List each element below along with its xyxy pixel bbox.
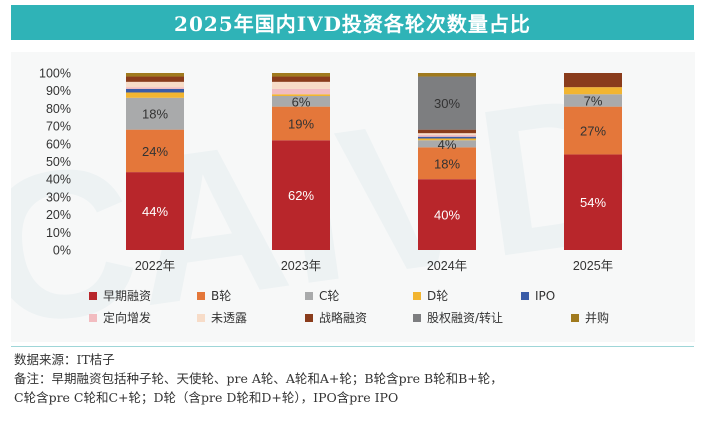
- legend-label: B轮: [211, 289, 231, 303]
- bar-segment: [418, 129, 476, 134]
- data-label: 44%: [142, 204, 168, 219]
- legend-item: IPO: [521, 289, 555, 303]
- bar-segment: [272, 88, 330, 95]
- bar-segment: [418, 134, 476, 137]
- legend-swatch: [89, 314, 97, 322]
- y-tick-label: 10%: [46, 226, 71, 240]
- legend-item: 并购: [571, 310, 609, 325]
- note-line-2: C轮含pre C轮和C+轮；D轮（含pre D轮和D+轮），IPO含pre IP…: [14, 390, 399, 405]
- bar-segment: [126, 92, 184, 98]
- data-label: 27%: [580, 124, 606, 139]
- bar-segment: [126, 87, 184, 89]
- legend-swatch: [197, 292, 205, 300]
- x-tick-label: 2023年: [281, 259, 321, 273]
- legend-label: 股权融资/转让: [427, 310, 503, 325]
- y-tick-label: 70%: [46, 120, 71, 134]
- legend-item: C轮: [305, 289, 339, 303]
- bar-segment: [418, 147, 476, 180]
- bar-segment: [272, 96, 330, 107]
- legend-item: B轮: [197, 289, 231, 303]
- x-tick-label: 2024年: [427, 259, 467, 273]
- legend-swatch: [89, 292, 97, 300]
- bar-segment: [272, 106, 330, 141]
- bar-segment: [272, 73, 330, 77]
- legend-swatch: [305, 292, 313, 300]
- data-label: 4%: [438, 137, 457, 152]
- legend-label: 早期融资: [103, 289, 151, 303]
- bar-segment: [564, 94, 622, 107]
- legend-swatch: [197, 314, 205, 322]
- chart-area: CAIVD 0%10%20%30%40%50%60%70%80%90%100%2…: [11, 52, 695, 342]
- legend-item: 战略融资: [305, 310, 367, 325]
- bar-segment: [564, 106, 622, 155]
- bar-segment: [126, 172, 184, 250]
- legend-item: 未透露: [197, 311, 247, 325]
- bar-segment: [272, 140, 330, 250]
- data-label: 40%: [434, 208, 460, 223]
- bar-segment: [418, 73, 476, 77]
- bar-segment: [126, 88, 184, 93]
- bar-segment: [418, 138, 476, 141]
- y-tick-label: 80%: [46, 102, 71, 116]
- data-label: 18%: [434, 156, 460, 171]
- y-tick-label: 90%: [46, 84, 71, 98]
- data-label: 24%: [142, 144, 168, 159]
- bar-segment: [418, 179, 476, 250]
- legend-item: 定向增发: [89, 310, 151, 325]
- bar-segment: [126, 76, 184, 82]
- data-label: 19%: [288, 116, 314, 131]
- bar-segment: [418, 133, 476, 135]
- bar-segment: [126, 97, 184, 130]
- legend-label: IPO: [535, 289, 555, 303]
- bar-segment: [418, 140, 476, 148]
- bar-segment: [272, 94, 330, 97]
- x-tick-label: 2022年: [135, 259, 175, 273]
- bar-segment: [126, 129, 184, 173]
- y-tick-label: 30%: [46, 190, 71, 204]
- bar-segment: [126, 73, 184, 77]
- y-tick-label: 0%: [53, 244, 71, 258]
- data-label: 6%: [292, 94, 311, 109]
- divider: [11, 346, 694, 347]
- legend-item: 早期融资: [89, 289, 151, 303]
- legend-label: 战略融资: [319, 310, 367, 325]
- legend-label: 定向增发: [103, 310, 151, 325]
- stacked-bar-chart: CAIVD 0%10%20%30%40%50%60%70%80%90%100%2…: [11, 52, 648, 342]
- legend-swatch: [521, 292, 529, 300]
- note-line-1: 备注：早期融资包括种子轮、天使轮、pre A轮、A轮和A+轮；B轮含pre B轮…: [14, 371, 503, 386]
- bar-segment: [272, 81, 330, 89]
- bar-segment: [564, 87, 622, 95]
- data-label: 30%: [434, 96, 460, 111]
- y-tick-label: 60%: [46, 137, 71, 151]
- x-tick-label: 2025年: [573, 259, 613, 273]
- bar-segment: [418, 136, 476, 139]
- legend-item: D轮: [413, 289, 448, 303]
- data-label: 18%: [142, 107, 168, 122]
- legend-item: 股权融资/转让: [413, 310, 503, 325]
- bar-segment: [418, 76, 476, 130]
- source-text: 数据来源：IT桔子: [14, 352, 115, 367]
- legend-swatch: [571, 314, 579, 322]
- data-label: 7%: [584, 93, 603, 108]
- legend-swatch: [413, 314, 421, 322]
- y-tick-label: 100%: [39, 67, 71, 81]
- legend-swatch: [305, 314, 313, 322]
- title-bar: 2025年国内IVD投资各轮次数量占比: [11, 5, 694, 40]
- y-tick-label: 40%: [46, 173, 71, 187]
- bar-segment: [272, 76, 330, 82]
- bar-segment: [564, 73, 622, 88]
- data-label: 62%: [288, 188, 314, 203]
- y-tick-label: 50%: [46, 155, 71, 169]
- legend-label: 未透露: [211, 311, 247, 325]
- data-label: 54%: [580, 195, 606, 210]
- chart-title: 2025年国内IVD投资各轮次数量占比: [174, 12, 531, 36]
- legend-label: C轮: [319, 289, 339, 303]
- legend-label: 并购: [585, 310, 609, 325]
- y-tick-label: 20%: [46, 208, 71, 222]
- legend-label: D轮: [427, 289, 448, 303]
- bar-segment: [564, 154, 622, 250]
- bar-segment: [126, 81, 184, 88]
- footer-notes: 数据来源：IT桔子 备注：早期融资包括种子轮、天使轮、pre A轮、A轮和A+轮…: [14, 350, 704, 407]
- legend-swatch: [413, 292, 421, 300]
